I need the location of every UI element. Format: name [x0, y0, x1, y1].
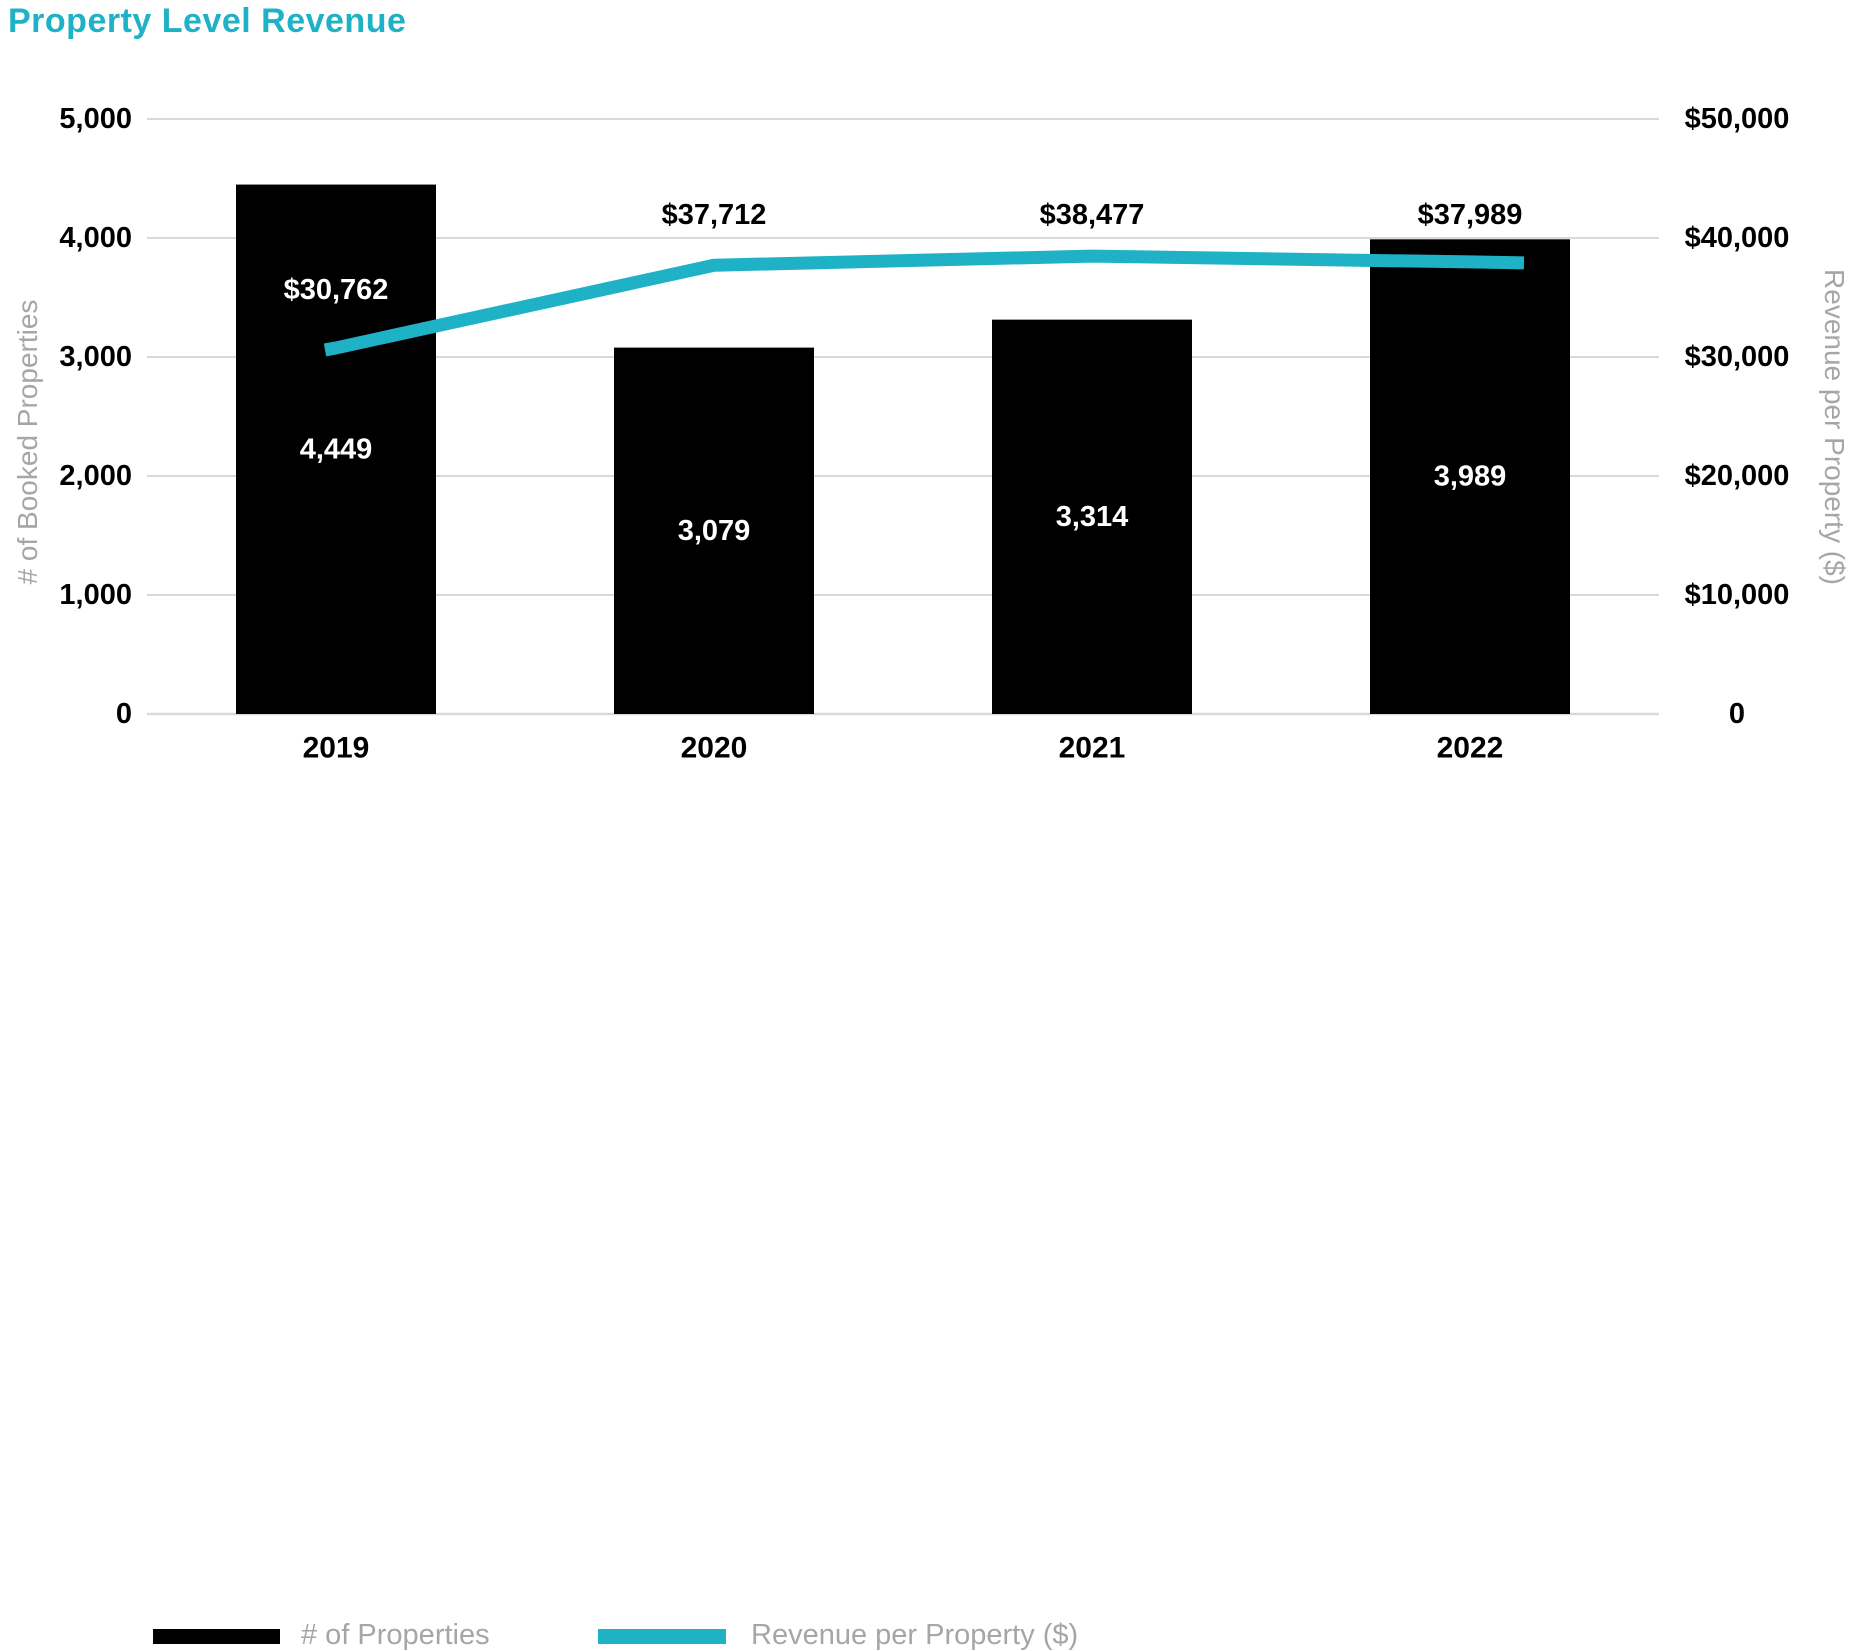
revenue-line-series	[323, 249, 1525, 357]
bar-value-label: 4,449	[300, 433, 373, 465]
bar-series-swatch	[153, 1629, 280, 1644]
right-axis-tick: $40,000	[1685, 222, 1790, 254]
line-series-swatch	[598, 1629, 726, 1644]
bar-value-label: 3,079	[678, 515, 751, 547]
x-axis-label: 2020	[681, 732, 748, 765]
bar-2019	[236, 184, 436, 715]
chart-canvas: 0 0 1,000 $10,000 2,000 $20,000 3,000 $30,000 4,…	[59, 103, 1790, 765]
line-value-label: $30,762	[284, 274, 389, 306]
bar-2021	[992, 319, 1192, 714]
bar-value-label: 3,314	[1056, 501, 1129, 533]
x-axis-label: 2022	[1437, 732, 1504, 765]
left-axis-tick: 1,000	[59, 579, 132, 611]
right-axis-tick: $50,000	[1685, 103, 1790, 135]
right-axis-tick: $10,000	[1685, 579, 1790, 611]
x-axis-label: 2021	[1059, 732, 1126, 765]
right-axis-tick: $20,000	[1685, 460, 1790, 492]
left-axis-tick: 4,000	[59, 222, 132, 254]
chart-title: Property Level Revenue	[8, 2, 407, 40]
x-axis-label: 2019	[303, 732, 370, 765]
bar-2022	[1370, 239, 1570, 714]
bar-2020	[614, 347, 814, 714]
right-axis-title: Revenue per Property ($)	[1819, 269, 1849, 585]
right-axis-tick: 0	[1729, 698, 1745, 730]
line-value-label: $37,989	[1418, 199, 1523, 231]
left-axis-tick: 5,000	[59, 103, 132, 135]
line-series-legend-label: Revenue per Property ($)	[751, 1619, 1079, 1651]
line-value-label: $37,712	[662, 199, 767, 231]
line-value-label: $38,477	[1040, 199, 1145, 231]
bar-series-legend-label: # of Properties	[301, 1619, 490, 1651]
left-axis-title: # of Booked Properties	[12, 299, 43, 585]
left-axis-tick: 3,000	[59, 341, 132, 373]
legend: # of Properties Revenue per Property ($)	[0, 805, 1849, 1650]
left-axis-tick: 0	[116, 698, 132, 730]
right-axis-tick: $30,000	[1685, 341, 1790, 373]
bar-value-label: 3,989	[1434, 461, 1507, 493]
left-axis-tick: 2,000	[59, 460, 132, 492]
